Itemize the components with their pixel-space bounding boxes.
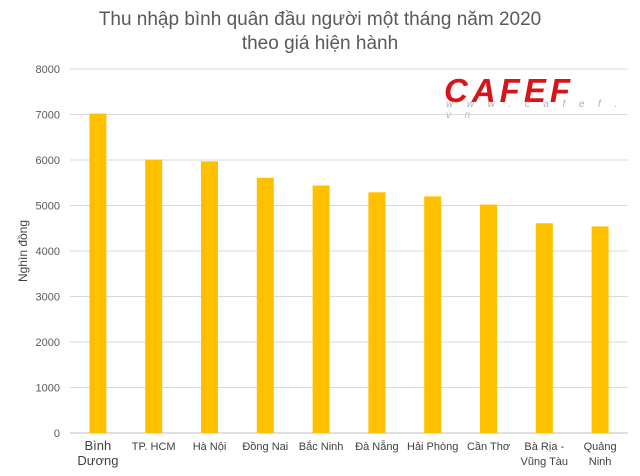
x-tick-label: Ninh (589, 456, 612, 468)
y-tick-label: 8000 (36, 64, 60, 76)
y-tick-label: 6000 (36, 155, 60, 167)
bar (201, 161, 218, 434)
y-tick-label: 0 (54, 428, 60, 440)
y-tick-label: 5000 (36, 201, 60, 213)
x-tick-label: Dương (77, 453, 118, 468)
cafef-logo-text: CAFEF (444, 72, 574, 109)
x-tick-label: Vũng Tàu (521, 456, 569, 468)
bar (480, 204, 497, 433)
bar (256, 177, 274, 433)
x-tick-label: Đồng Nai (242, 441, 288, 453)
bar (89, 113, 107, 433)
chart-subtitle: theo giá hiện hành (241, 33, 399, 54)
x-tick-label: Bắc Ninh (299, 440, 344, 453)
bar (535, 223, 553, 433)
bar (145, 159, 163, 434)
x-tick-label: Cần Thơ (467, 441, 510, 453)
y-tick-label: 4000 (36, 246, 60, 258)
x-tick-label: Đà Nẵng (355, 440, 398, 453)
bar (312, 185, 330, 433)
y-tick-label: 2000 (36, 337, 60, 349)
y-tick-label: 3000 (36, 292, 60, 304)
x-tick-label: TP. HCM (132, 441, 176, 453)
x-tick-label: Hà Nội (193, 441, 227, 453)
x-tick-label: Hải Phòng (407, 441, 458, 453)
cafef-logo: CAFEF w w w . c a f e f . v n (444, 72, 636, 121)
cafef-logo-url: w w w . c a f e f . v n (446, 99, 623, 121)
y-axis-label: Nghìn đồng (16, 220, 30, 282)
bar (591, 226, 609, 433)
chart-title: Thu nhập bình quân đầu người một tháng n… (98, 9, 542, 30)
y-tick-label: 7000 (36, 110, 60, 122)
y-tick-label: 1000 (36, 383, 60, 395)
bar (424, 196, 442, 433)
x-tick-label: Bình (85, 438, 112, 453)
x-tick-label: Bà Rịa - (524, 441, 564, 453)
x-tick-label: Quảng (584, 441, 617, 453)
bar (368, 192, 386, 433)
